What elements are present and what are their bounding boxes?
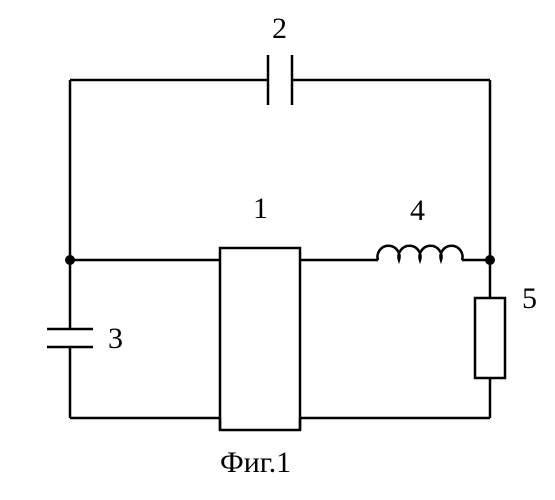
inductor <box>378 246 463 260</box>
label-cap-top: 2 <box>272 12 287 45</box>
junction-node <box>65 255 75 265</box>
label-block: 1 <box>253 192 268 225</box>
label-resistor: 5 <box>522 282 537 315</box>
label-inductor: 4 <box>410 194 425 227</box>
block-component <box>220 248 300 430</box>
label-cap-left: 3 <box>108 322 123 355</box>
resistor <box>475 298 505 378</box>
figure-caption: Фиг.1 <box>220 446 291 479</box>
junction-node <box>485 255 495 265</box>
